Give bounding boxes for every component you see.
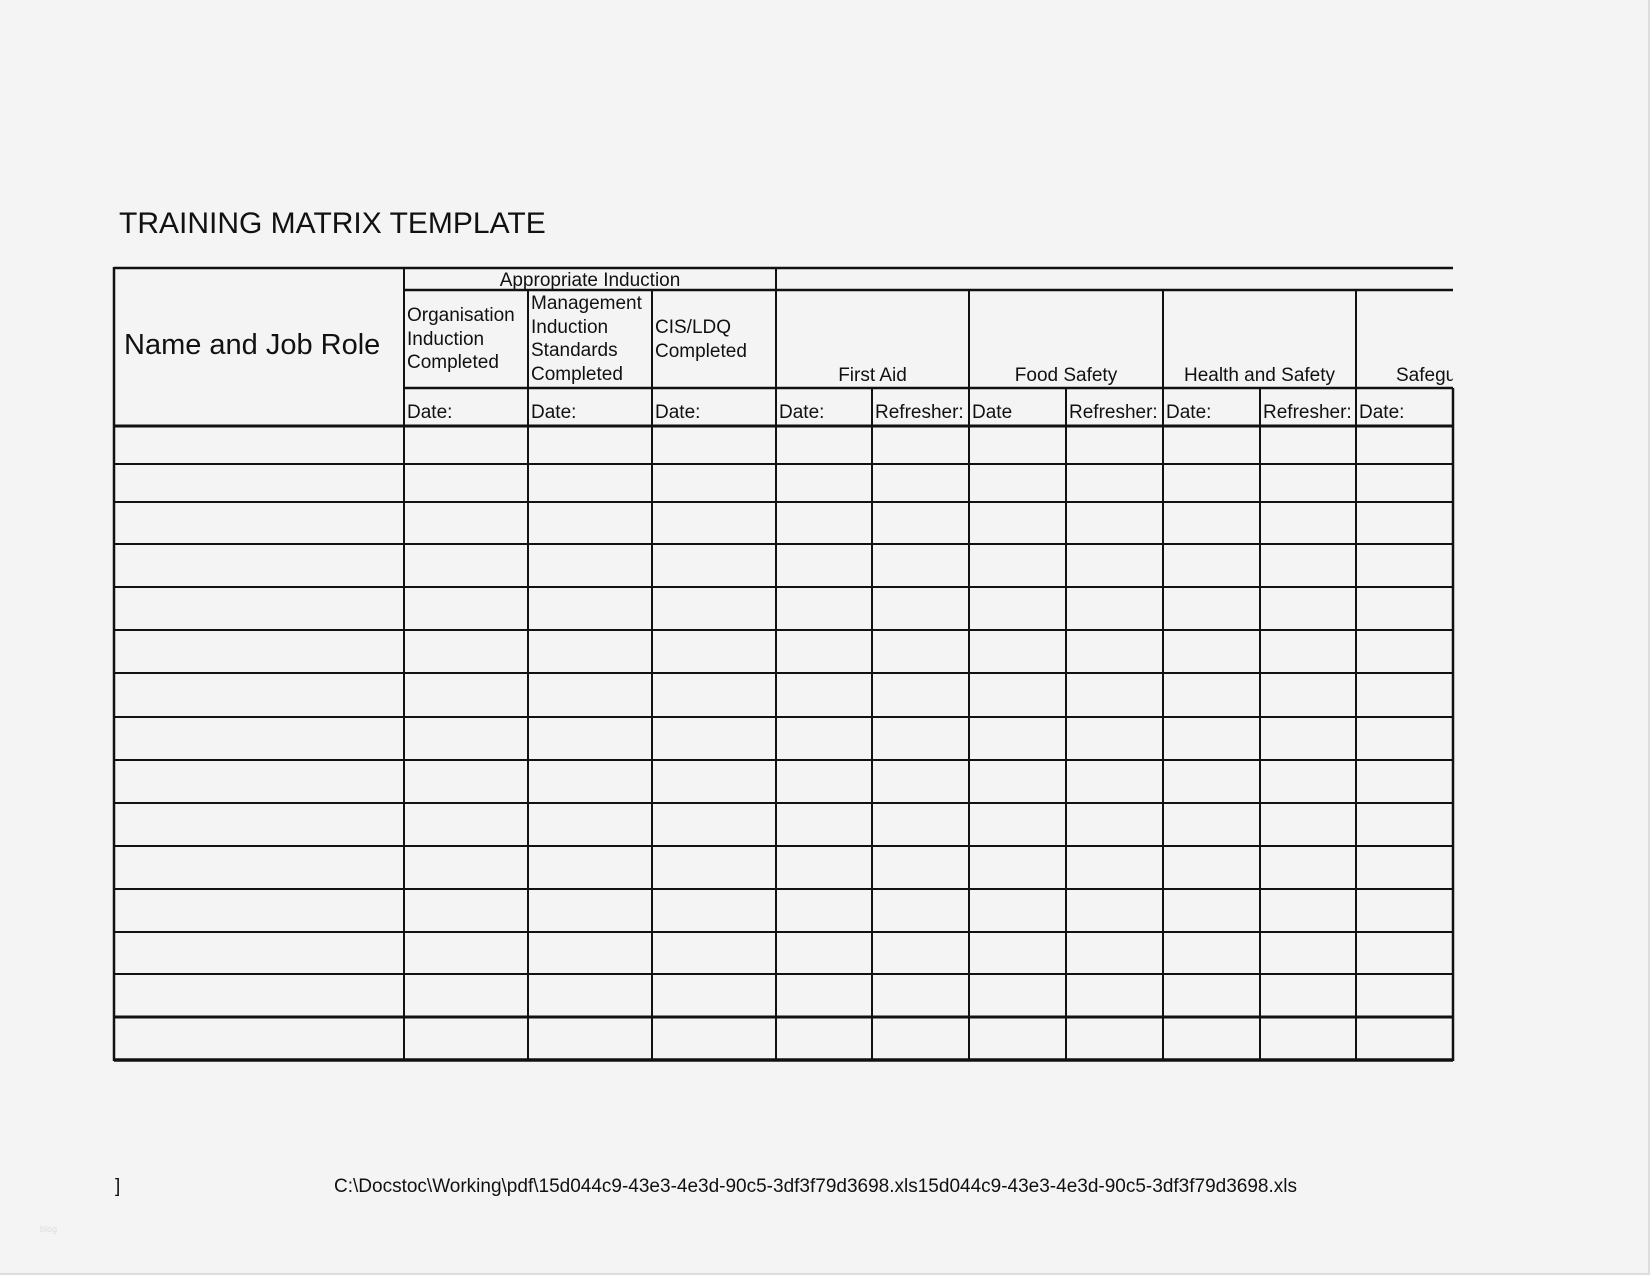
subheader-date: Date: (1166, 402, 1212, 423)
name-job-role-header: Name and Job Role (124, 329, 381, 361)
header-line: Completed (531, 363, 623, 385)
subheader-date: Date: (1359, 402, 1405, 423)
header-line: Completed (655, 340, 747, 362)
col-header-management-induction: Management Induction Standards Completed (531, 292, 642, 386)
footer-file-path: C:\Docstoc\Working\pdf\15d044c9-43e3-4e3… (334, 1176, 1297, 1197)
col-header-health-and-safety: Health and Safety (1183, 365, 1336, 386)
page-edge (1648, 0, 1650, 1275)
col-header-cis-ldq: CIS/LDQ Completed (655, 316, 747, 363)
subheader-refresher: Refresher: (1069, 402, 1158, 423)
page-title: TRAINING MATRIX TEMPLATE (119, 207, 546, 240)
subheader-refresher: Refresher: (1263, 402, 1352, 423)
subheader-date: Date (972, 402, 1013, 423)
col-header-safeguarding: Safegu (1396, 365, 1453, 386)
header-line: Completed (407, 352, 499, 373)
header-line: Induction (407, 328, 485, 350)
col-header-organisation-induction: Organisation Induction Completed (407, 304, 515, 375)
header-line: Organisation (407, 305, 515, 326)
header-line: Standards (531, 340, 618, 361)
header-line: Management (531, 293, 642, 314)
subheader-date: Date: (655, 402, 701, 423)
subheader-date: Date: (779, 402, 825, 423)
col-header-food-safety: Food Safety (1014, 365, 1118, 386)
subheader-date: Date: (407, 402, 453, 423)
group-header-appropriate-induction: Appropriate Induction (499, 270, 681, 291)
watermark: blog (40, 1224, 58, 1234)
footer-bracket: ] (115, 1176, 121, 1197)
subheader-date: Date: (531, 402, 577, 423)
page-edge (0, 1273, 1650, 1275)
header-line: Induction (531, 316, 609, 338)
col-header-first-aid: First Aid (838, 365, 907, 386)
subheader-refresher: Refresher: (875, 402, 964, 423)
header-line: CIS/LDQ (655, 317, 732, 338)
